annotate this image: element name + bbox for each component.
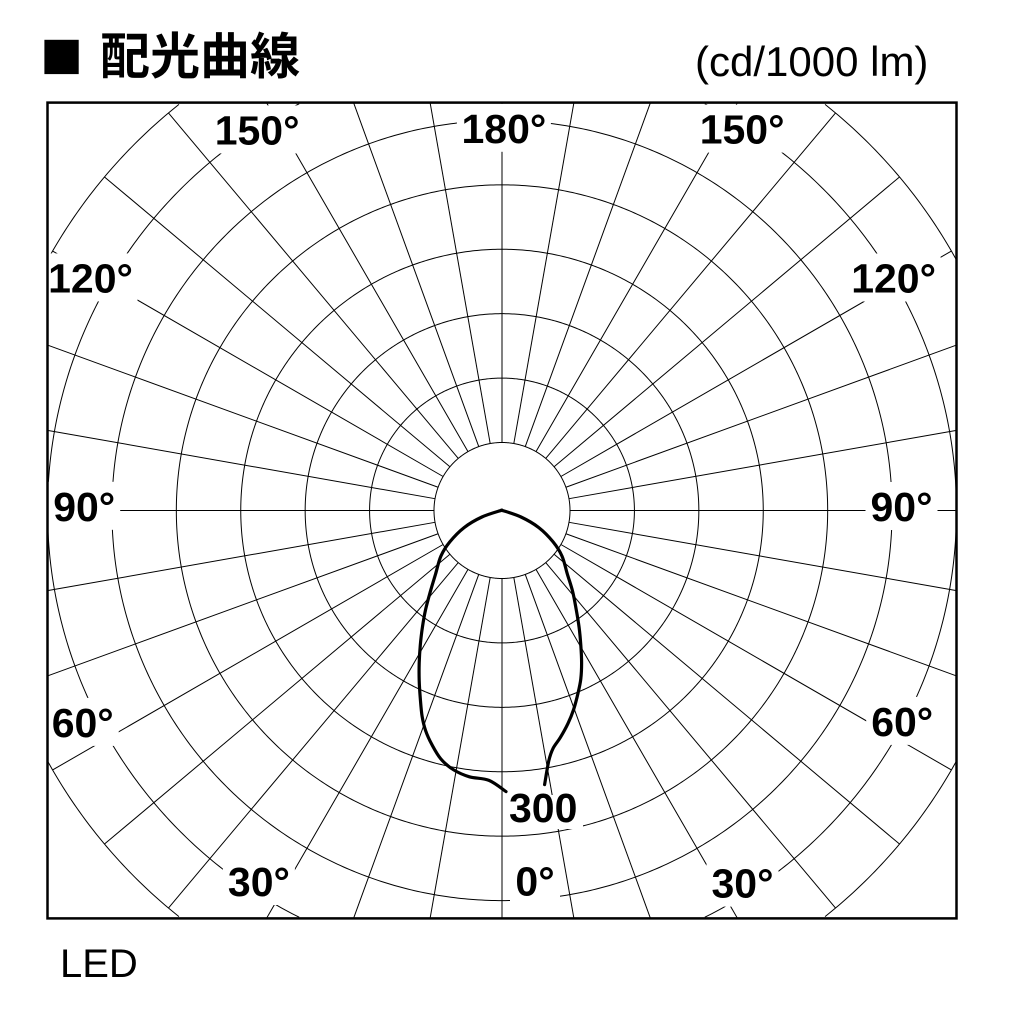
svg-text:配光曲線: 配光曲線 — [100, 17, 300, 89]
svg-text:30°: 30° — [711, 861, 773, 907]
svg-text:300: 300 — [509, 785, 577, 831]
svg-text:180°: 180° — [461, 106, 546, 152]
svg-text:(cd/1000 lm): (cd/1000 lm) — [695, 38, 928, 85]
svg-text:30°: 30° — [228, 859, 290, 905]
svg-text:0°: 0° — [515, 859, 554, 905]
svg-text:60°: 60° — [52, 700, 114, 746]
svg-text:150°: 150° — [215, 107, 300, 153]
svg-text:90°: 90° — [53, 484, 115, 530]
svg-text:LED: LED — [60, 942, 138, 986]
svg-text:150°: 150° — [700, 107, 785, 153]
svg-text:120°: 120° — [48, 255, 133, 301]
svg-text:120°: 120° — [851, 256, 936, 302]
svg-text:60°: 60° — [871, 699, 933, 745]
svg-text:90°: 90° — [870, 484, 932, 530]
